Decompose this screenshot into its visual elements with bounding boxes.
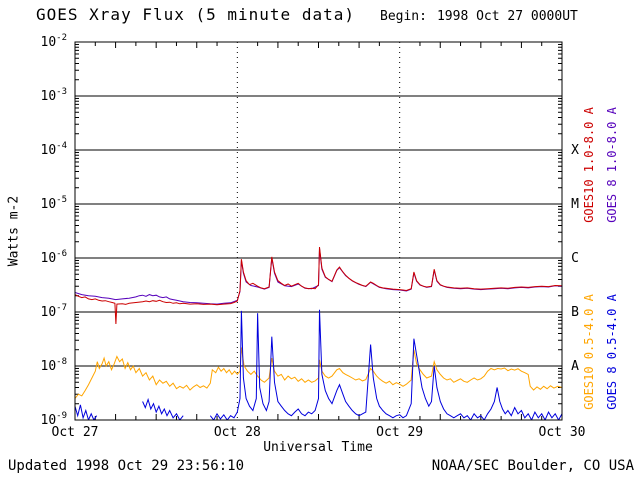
flare-class-label: M [571, 197, 579, 212]
x-axis-title: Universal Time [263, 440, 373, 455]
y-tick-label: 10-8 [41, 357, 68, 374]
updated-timestamp: Updated 1998 Oct 29 23:56:10 [8, 458, 245, 474]
x-tick-label: Oct 28 [214, 425, 261, 440]
y-axis-title: Watts m-2 [6, 195, 22, 267]
series-label-goes8-long: GOES 8 1.0-8.0 A [605, 107, 619, 223]
x-tick-label: Oct 30 [539, 425, 586, 440]
x-tick-label: Oct 27 [52, 425, 99, 440]
series-line-2 [75, 347, 562, 399]
begin-label: Begin: [380, 9, 427, 24]
plot-frame [74, 41, 563, 421]
series-label-goes10-long: GOES10 1.0-8.0 A [582, 107, 596, 223]
y-tick-label: 10-6 [41, 249, 68, 266]
flare-class-label: X [571, 143, 579, 158]
y-tick-label: 10-3 [41, 87, 68, 104]
y-tick-label: 10-2 [41, 33, 68, 50]
flare-class-label: C [571, 251, 579, 266]
flare-class-label: A [571, 359, 579, 374]
series-label-goes8-short: GOES 8 0.5-4.0 A [605, 294, 619, 410]
y-tick-label: 10-7 [41, 303, 68, 320]
y-tick-label: 10-4 [41, 141, 68, 158]
chart-title: GOES Xray Flux (5 minute data) [36, 5, 355, 24]
y-tick-label: 10-5 [41, 195, 68, 212]
begin-time: Begin: 1998 Oct 27 0000UT [380, 9, 578, 24]
series-line-3 [75, 309, 562, 420]
series-label-goes10-short: GOES10 0.5-4.0 A [582, 294, 596, 410]
series-line-0 [75, 246, 562, 325]
flare-class-label: B [571, 305, 579, 320]
credit-text: NOAA/SEC Boulder, CO USA [431, 458, 634, 474]
begin-value: 1998 Oct 27 0000UT [436, 9, 578, 24]
x-tick-label: Oct 29 [376, 425, 423, 440]
